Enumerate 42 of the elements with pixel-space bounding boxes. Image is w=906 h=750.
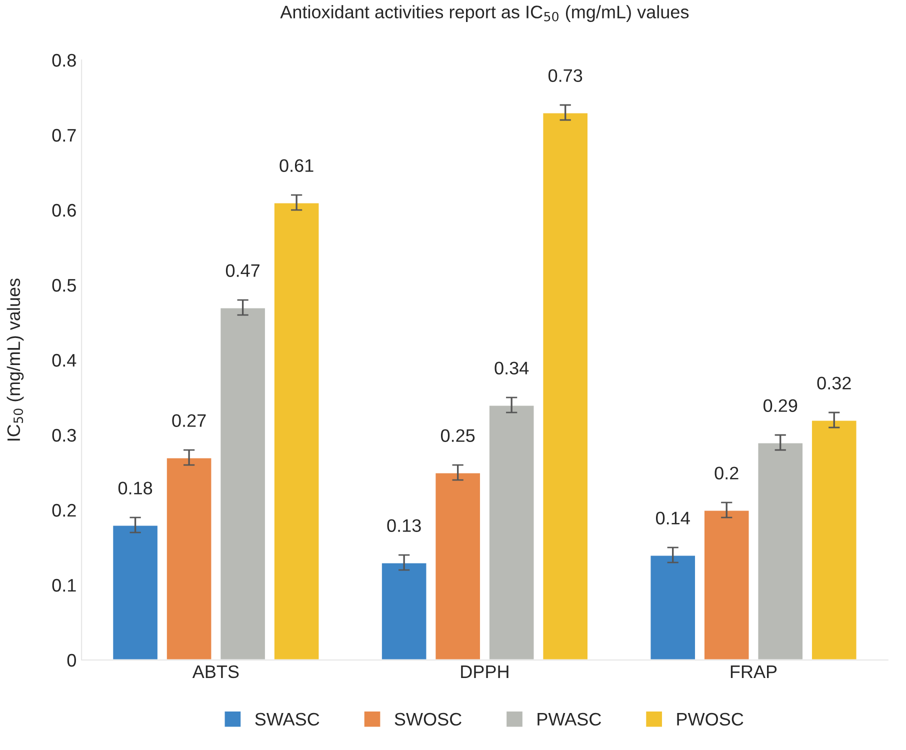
y-tick-label: 0.1 <box>52 578 76 592</box>
chart-title: Antioxidant activities report as IC$_{50}$ (mg/mL) values <box>280 5 689 22</box>
data-label: 0.47 <box>226 264 260 277</box>
bar <box>703 509 750 660</box>
data-label: 0.32 <box>817 376 851 390</box>
bar <box>273 202 320 660</box>
data-label: 0.61 <box>280 159 314 172</box>
y-tick-label: 0 <box>67 654 76 667</box>
data-label: 0.2 <box>714 466 738 480</box>
bar <box>810 419 858 660</box>
y-tick-label: 0.8 <box>52 54 76 67</box>
bar <box>542 112 589 660</box>
bar <box>112 524 159 660</box>
y-axis-title: IC$_{50}$ (mg/mL) values <box>6 278 24 440</box>
data-label: 0.73 <box>548 69 582 82</box>
y-tick-label: 0.6 <box>52 204 76 217</box>
bar <box>380 562 428 660</box>
data-label: 0.27 <box>172 414 206 427</box>
bar <box>756 442 804 660</box>
bar <box>219 306 266 660</box>
x-tick-label: ABTS <box>192 665 239 678</box>
y-tick-label: 0.7 <box>52 128 76 142</box>
y-tick-label: 0.4 <box>52 354 76 367</box>
bar <box>166 456 213 660</box>
data-label: 0.34 <box>494 362 529 374</box>
legend-label: SWASC <box>255 712 320 726</box>
data-label: 0.29 <box>764 399 798 412</box>
x-tick-label: FRAP <box>730 666 777 678</box>
data-label: 0.18 <box>118 482 152 494</box>
y-tick-label: 0.3 <box>52 428 76 442</box>
y-tick-label: 0.5 <box>52 278 76 292</box>
legend-label: PWOSC <box>677 712 744 726</box>
legend-label: SWOSC <box>394 712 462 726</box>
bar <box>649 554 696 660</box>
x-tick-label: DPPH <box>461 666 508 678</box>
y-tick-label: 0.2 <box>52 504 76 517</box>
bar <box>434 472 482 660</box>
data-label: 0.13 <box>387 519 421 532</box>
data-label: 0.14 <box>656 512 690 524</box>
legend-label: PWASC <box>538 712 602 726</box>
data-label: 0.25 <box>440 429 475 442</box>
bar <box>488 404 536 660</box>
